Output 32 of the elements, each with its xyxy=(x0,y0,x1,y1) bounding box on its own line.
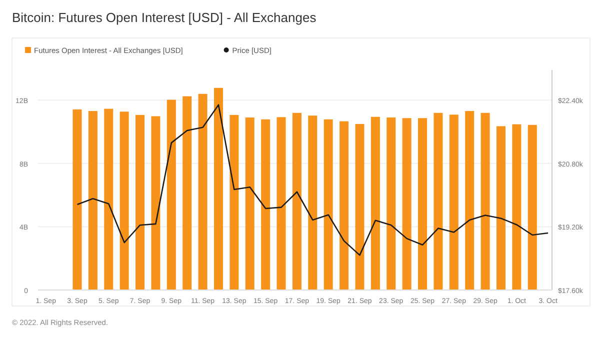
bar xyxy=(166,100,176,290)
bar xyxy=(308,116,318,290)
bar xyxy=(528,124,537,290)
bar xyxy=(434,112,443,290)
bar xyxy=(292,112,302,290)
bar xyxy=(276,117,286,290)
bar xyxy=(104,108,114,290)
bar xyxy=(449,114,458,290)
bar xyxy=(386,117,396,290)
bar xyxy=(261,119,270,290)
bar xyxy=(198,94,208,290)
bar xyxy=(182,96,192,290)
bar xyxy=(370,116,380,290)
bar xyxy=(230,114,239,290)
bar xyxy=(402,118,412,290)
bar xyxy=(72,109,82,290)
bar xyxy=(496,126,506,290)
bar xyxy=(136,114,145,290)
line-series xyxy=(76,104,549,256)
chart-title: Bitcoin: Futures Open Interest [USD] - All Exchanges xyxy=(12,10,317,25)
bar xyxy=(214,88,223,290)
bar xyxy=(324,119,333,290)
bar xyxy=(340,121,349,290)
bar xyxy=(512,124,522,290)
bar xyxy=(245,117,254,290)
bar xyxy=(120,112,129,290)
bar xyxy=(418,118,428,290)
bar xyxy=(355,124,364,290)
bar xyxy=(480,112,490,290)
bar xyxy=(465,110,474,290)
bar xyxy=(88,110,98,290)
bar xyxy=(151,116,160,290)
